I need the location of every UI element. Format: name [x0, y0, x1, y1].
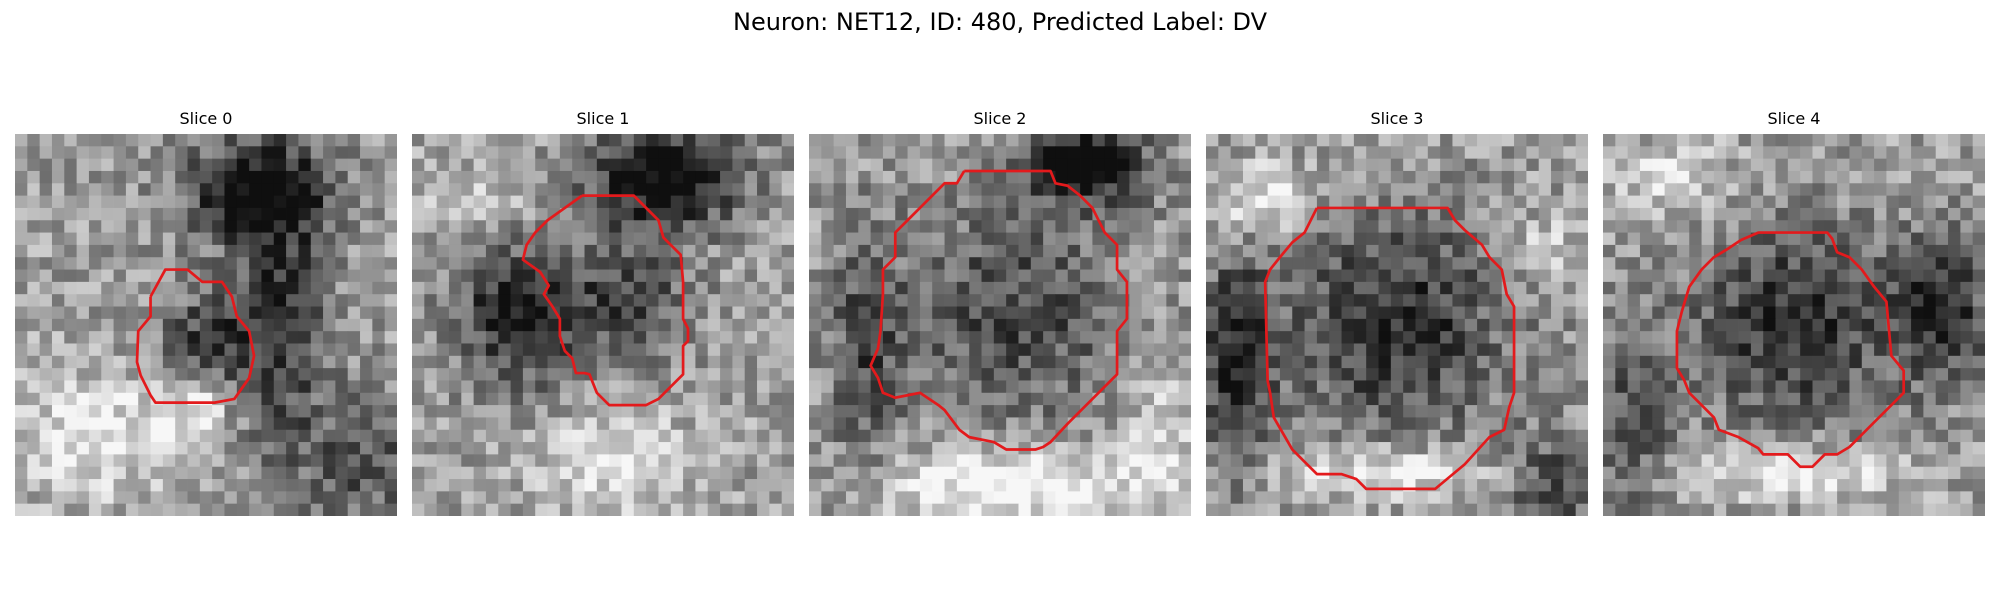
slice-image-0 — [15, 134, 397, 516]
slice-image-1 — [412, 134, 794, 516]
microscopy-tiles — [15, 134, 397, 516]
slice-image-3 — [1206, 134, 1588, 516]
slice-panel-1: Slice 1 — [412, 107, 794, 539]
segmentation-contour — [1263, 206, 1516, 491]
slice-image-2 — [809, 134, 1191, 516]
segmentation-contour — [1675, 231, 1906, 469]
microscopy-tiles — [1206, 134, 1588, 516]
segmentation-contour — [869, 169, 1129, 451]
slice-title-1: Slice 1 — [576, 109, 630, 128]
figure-title: Neuron: NET12, ID: 480, Predicted Label:… — [732, 8, 1268, 36]
slice-image-4 — [1603, 134, 1985, 516]
segmentation-contour — [521, 194, 690, 407]
segmentation-contour — [135, 268, 256, 404]
slice-panel-3: Slice 3 — [1206, 107, 1588, 539]
slice-panel-4: Slice 4 — [1603, 107, 1985, 539]
microscopy-tiles — [1603, 134, 1985, 516]
microscopy-tiles — [412, 134, 794, 516]
slice-title-2: Slice 2 — [973, 109, 1027, 128]
slice-title-3: Slice 3 — [1370, 109, 1424, 128]
microscopy-tiles — [809, 134, 1191, 516]
slice-title-4: Slice 4 — [1767, 109, 1821, 128]
slice-panel-0: Slice 0 — [15, 107, 397, 539]
slice-title-0: Slice 0 — [179, 109, 233, 128]
slice-panel-2: Slice 2 — [809, 107, 1191, 539]
